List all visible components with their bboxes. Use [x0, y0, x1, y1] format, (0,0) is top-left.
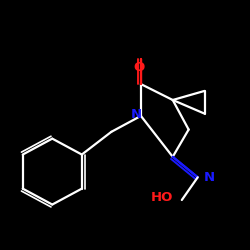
- Text: HO: HO: [150, 191, 173, 204]
- Text: N: N: [130, 108, 141, 121]
- Text: O: O: [133, 61, 144, 74]
- Text: N: N: [204, 171, 214, 184]
